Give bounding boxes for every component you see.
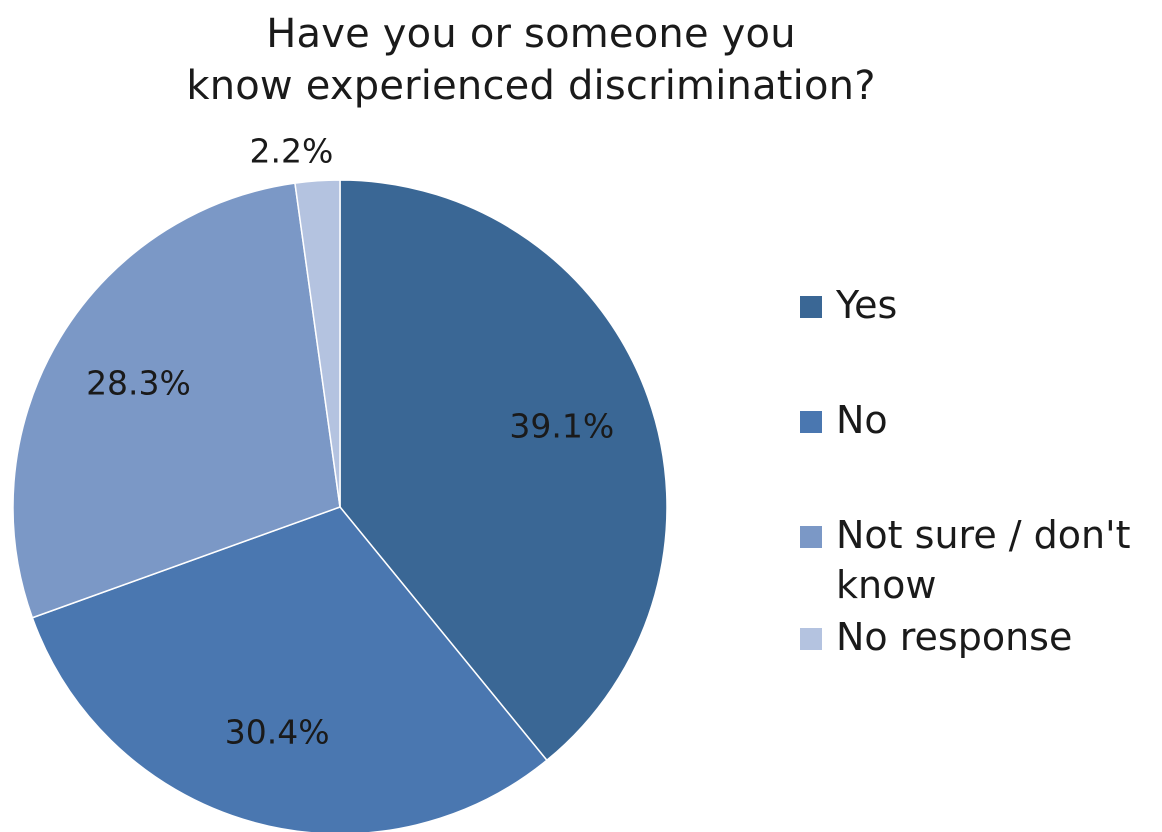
data-label-no: 30.4% — [225, 712, 330, 751]
data-label-not-sure-don-t-know: 28.3% — [86, 364, 191, 403]
pie-slice-not-sure-don-t-know — [12, 182, 341, 619]
legend-label-yes: Yes — [836, 283, 898, 327]
pie-slice-no — [31, 506, 548, 832]
legend: Yes No Not sure / don't know No response — [800, 280, 1160, 662]
legend-swatch-yes — [800, 296, 822, 318]
legend-item-yes: Yes — [800, 280, 1160, 330]
data-label-yes: 39.1% — [509, 406, 614, 445]
pie-slices — [12, 179, 668, 832]
chart-title: Have you or someone you know experienced… — [0, 8, 1062, 112]
pie-slice-yes — [339, 179, 668, 762]
legend-swatch-not-sure — [800, 526, 822, 548]
chart-title-line-1: Have you or someone you — [266, 11, 796, 57]
legend-swatch-no-response — [800, 628, 822, 650]
data-label-no-response: 2.2% — [250, 131, 334, 170]
legend-item-no-response: No response — [800, 612, 1160, 662]
chart-title-line-2: know experienced discrimination? — [186, 63, 876, 109]
pie-slice-no-response — [294, 179, 341, 508]
pie-slice-labels: 39.1% 30.4% 28.3% 2.2% — [86, 131, 614, 751]
legend-item-not-sure: Not sure / don't know — [800, 510, 1160, 610]
legend-label-no: No — [836, 398, 888, 442]
legend-label-not-sure: Not sure / don't know — [836, 513, 1131, 607]
legend-label-no-response: No response — [836, 615, 1073, 659]
legend-item-no: No — [800, 395, 1160, 445]
legend-swatch-no — [800, 411, 822, 433]
